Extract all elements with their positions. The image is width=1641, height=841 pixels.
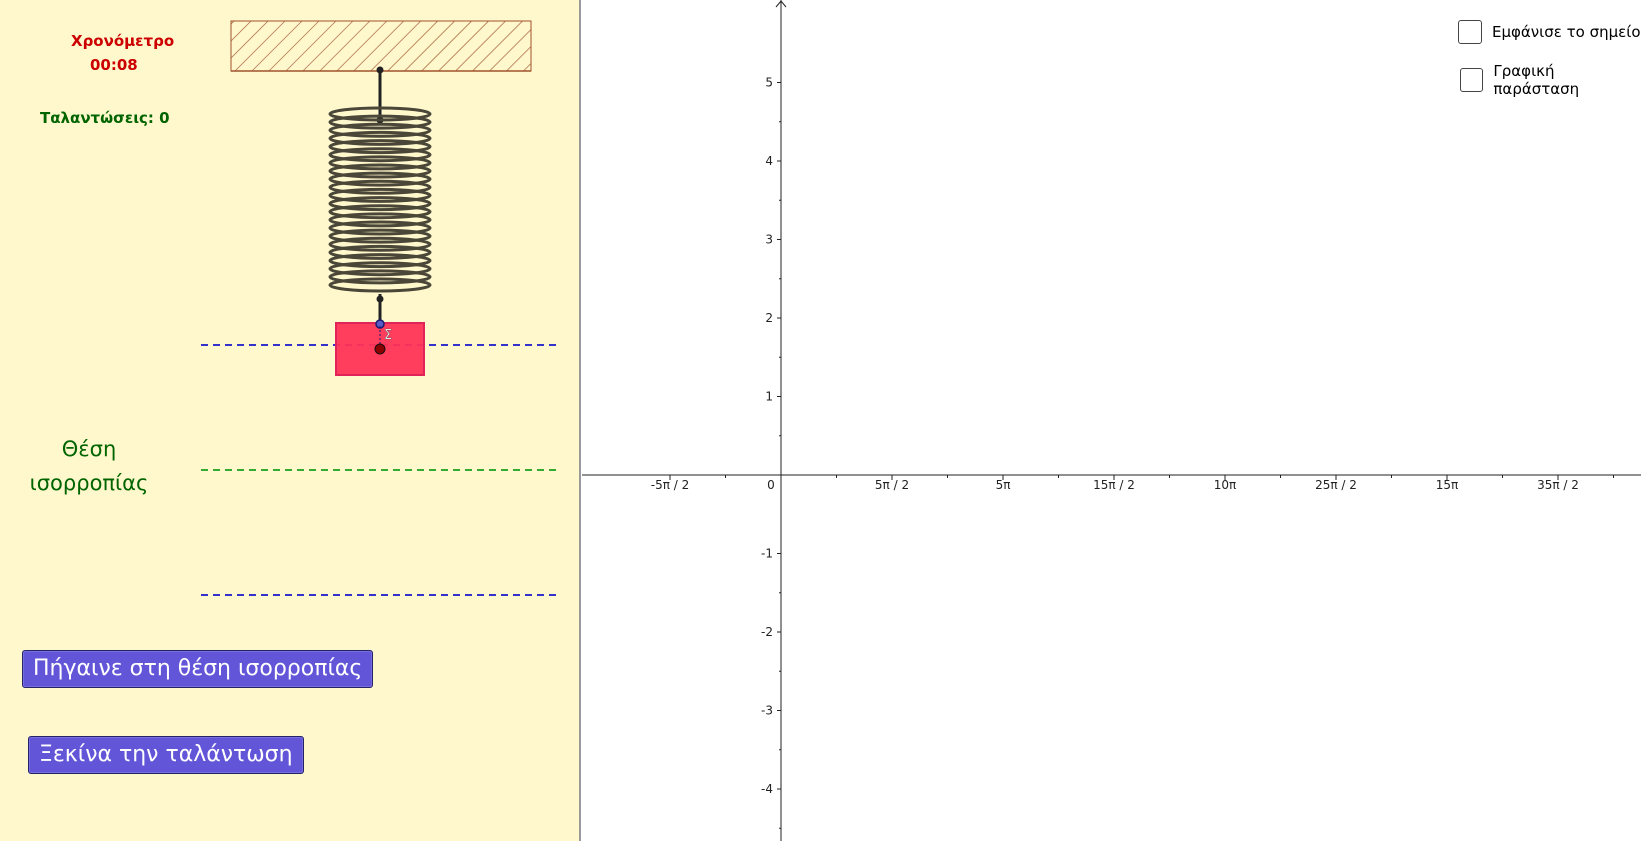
oscillation-count: Ταλαντώσεις: 0 [40, 109, 170, 127]
spring-coil [328, 212, 432, 228]
x-tick-label: 10π [1214, 478, 1237, 492]
spring-bottom-point [376, 295, 384, 303]
x-tick-label: 15π [1436, 478, 1459, 492]
equilibrium-label: Θέση ισορροπίας [24, 432, 154, 500]
spring-coil [328, 171, 432, 187]
graph-panel: -5π / 2 0 5π / 2 5π 15π / 2 10π 25π / 2 15π 35π … [582, 0, 1641, 841]
y-tick-label: 1 [765, 390, 773, 404]
show-point-checkbox-label: Εμφάνισε το σημείο [1492, 23, 1641, 41]
x-tick-label: 5π [996, 478, 1011, 492]
spring-coil [328, 204, 432, 220]
spring-coil [328, 130, 432, 146]
stopwatch-label: Χρονόμετρο [71, 32, 175, 50]
y-axis-arrow [775, 0, 787, 8]
spring-coil [328, 269, 432, 285]
y-tick-label: -3 [761, 704, 773, 718]
graph-checkbox-label: Γραφική παράσταση [1493, 62, 1580, 98]
simulation-panel: Σ Χρονόμετρο 00:08 Ταλαντώσεις: 0 Θέση ι… [0, 0, 581, 841]
spring-coil [328, 196, 432, 212]
spring-coil [328, 253, 432, 269]
stopwatch-time: 00:08 [90, 56, 138, 74]
mass-label: Σ [384, 328, 392, 343]
spring-coil [328, 114, 432, 130]
graph-checkbox-box[interactable] [1460, 68, 1484, 92]
x-tick-label: 5π / 2 [875, 478, 909, 492]
show-point-checkbox-box[interactable] [1458, 20, 1482, 44]
x-tick-label: 0 [767, 478, 775, 492]
spring-coil [328, 187, 432, 203]
equilibrium-label-line1: Θέση [61, 437, 117, 461]
y-tick-label: 4 [765, 154, 773, 168]
spring-coil [328, 122, 432, 138]
y-tick-label: 5 [765, 76, 773, 90]
y-tick-label: -2 [761, 625, 773, 639]
x-tick-label: 15π / 2 [1093, 478, 1135, 492]
spring-coils [328, 106, 432, 293]
spring-coil [328, 236, 432, 252]
spring-coil [328, 228, 432, 244]
spring-simulation: Σ [201, 20, 561, 596]
x-tick-label: -5π / 2 [651, 478, 690, 492]
show-point-checkbox[interactable]: Εμφάνισε το σημείο [1458, 20, 1641, 44]
graph-axes: -5π / 2 0 5π / 2 5π 15π / 2 10π 25π / 2 15π 35π … [582, 0, 1641, 841]
y-tick-label: 3 [765, 233, 773, 247]
goto-equilibrium-button[interactable]: Πήγαινε στη θέση ισορροπίας [22, 650, 374, 688]
start-oscillation-button[interactable]: Ξεκίνα την ταλάντωση [28, 736, 304, 774]
mass-center-point[interactable] [374, 343, 386, 355]
spring-coil [328, 220, 432, 236]
spring-coil [328, 163, 432, 179]
graph-area[interactable]: -5π / 2 0 5π / 2 5π 15π / 2 10π 25π / 2 15π 35π … [582, 0, 1641, 841]
x-tick-label: 25π / 2 [1315, 478, 1357, 492]
y-tick-label: -1 [761, 547, 773, 561]
spring-coil [328, 106, 432, 122]
spring-coil [328, 139, 432, 155]
spring-anchor-point[interactable] [376, 66, 384, 74]
spring-coil [328, 244, 432, 260]
equilibrium-label-line2: ισορροπίας [29, 471, 149, 495]
x-tick-label: 35π / 2 [1537, 478, 1579, 492]
y-tick-label: 2 [765, 311, 773, 325]
ceiling [230, 20, 532, 72]
spring-coil [328, 277, 432, 293]
graph-checkbox[interactable]: Γραφική παράσταση [1460, 62, 1641, 98]
spring-coil [328, 147, 432, 163]
y-tick-label: -4 [761, 782, 773, 796]
spring-coil [328, 179, 432, 195]
spring-coil [328, 155, 432, 171]
spring-coil [328, 261, 432, 277]
